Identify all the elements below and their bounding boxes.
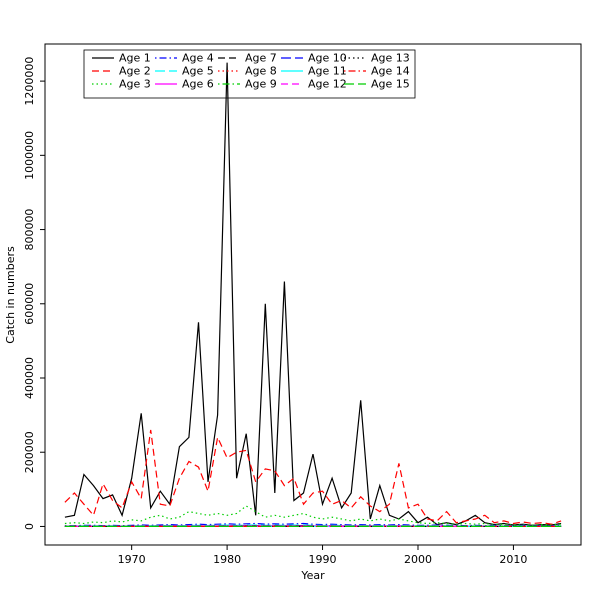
legend-label-age-14: Age 14: [371, 65, 410, 78]
y-tick-label: 200000: [23, 431, 36, 473]
x-tick-label: 1990: [309, 553, 337, 566]
legend-label-age-7: Age 7: [245, 52, 277, 65]
legend-label-age-9: Age 9: [245, 78, 277, 91]
legend-label-age-12: Age 12: [308, 78, 347, 91]
x-axis-label: Year: [300, 569, 325, 582]
legend-label-age-8: Age 8: [245, 65, 277, 78]
y-tick-label: 400000: [23, 357, 36, 399]
y-tick-label: 800000: [23, 209, 36, 251]
y-tick-label: 600000: [23, 283, 36, 325]
legend-label-age-3: Age 3: [119, 78, 151, 91]
legend-label-age-15: Age 15: [371, 78, 410, 91]
series-line-age-3: [64, 505, 562, 526]
series-line-age-1: [64, 62, 562, 526]
legend-label-age-1: Age 1: [119, 52, 151, 65]
legend-label-age-2: Age 2: [119, 65, 151, 78]
y-axis-label: Catch in numbers: [4, 246, 17, 344]
x-tick-label: 2000: [404, 553, 432, 566]
legend-label-age-11: Age 11: [308, 65, 347, 78]
legend-label-age-10: Age 10: [308, 52, 347, 65]
legend-label-age-6: Age 6: [182, 78, 214, 91]
x-tick-label: 1970: [118, 553, 146, 566]
y-tick-label: 0: [23, 523, 36, 530]
legend-label-age-13: Age 13: [371, 52, 410, 65]
plot-border: [44, 43, 582, 546]
series-line-age-2: [64, 429, 562, 525]
series-lines: [64, 62, 562, 528]
x-tick-label: 2010: [499, 553, 527, 566]
y-tick-label: 1000000: [23, 131, 36, 180]
y-tick-label: 1200000: [23, 57, 36, 106]
x-tick-label: 1980: [213, 553, 241, 566]
legend-label-age-5: Age 5: [182, 65, 214, 78]
axes: 1970 1980 1990 2000 2010 0 200000 400000 600000 8…: [23, 43, 582, 566]
legend-box: [83, 49, 416, 99]
legend-label-age-4: Age 4: [182, 52, 214, 65]
